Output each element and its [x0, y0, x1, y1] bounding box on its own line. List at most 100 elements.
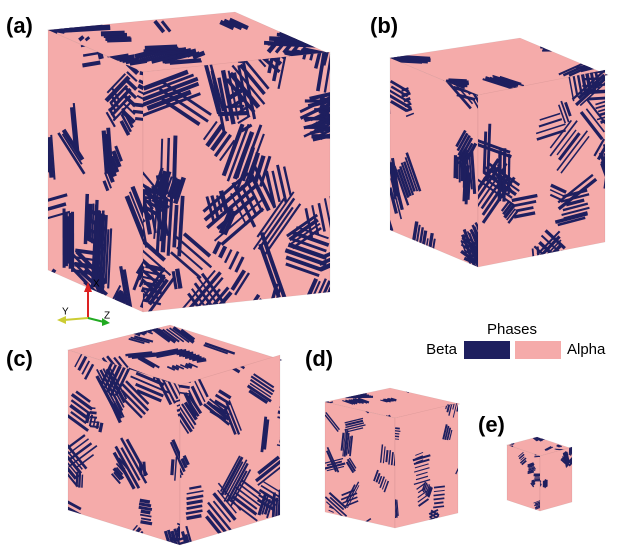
cube — [53, 322, 303, 553]
lamella — [603, 140, 624, 146]
lamella — [408, 387, 416, 391]
lamella — [438, 261, 439, 273]
lamella — [227, 534, 250, 549]
cubes — [31, 1, 626, 553]
lamella — [79, 473, 80, 488]
lamella — [140, 500, 150, 502]
lamella — [141, 326, 147, 330]
lamella — [407, 536, 410, 537]
lamella — [118, 326, 140, 335]
lamella — [611, 77, 622, 78]
legend-swatch — [515, 341, 561, 359]
axis-arrow — [64, 318, 88, 320]
lamella — [610, 146, 626, 189]
lamella — [280, 436, 290, 438]
lamella — [291, 483, 295, 492]
lamella — [561, 266, 574, 268]
lamella — [611, 65, 620, 76]
lamella — [35, 282, 56, 312]
lamella — [608, 157, 619, 187]
lamella — [453, 397, 466, 400]
panel-label: (e) — [478, 412, 505, 437]
lamella — [284, 491, 286, 540]
lamella — [465, 270, 473, 273]
lamella — [339, 44, 348, 98]
lamella — [587, 91, 613, 93]
lamella — [354, 523, 369, 533]
lamella — [460, 400, 464, 404]
lamella — [116, 304, 125, 322]
lamella — [614, 158, 623, 173]
lamella — [606, 151, 615, 166]
lamella — [606, 166, 624, 171]
lamella — [281, 497, 285, 505]
lamella — [230, 539, 248, 550]
lamella — [429, 527, 441, 533]
lamella — [607, 158, 622, 162]
lamella — [344, 189, 351, 224]
lamella — [306, 127, 361, 128]
lamella — [464, 276, 473, 280]
lamella — [141, 511, 151, 513]
lamella — [226, 530, 249, 545]
lamella — [387, 85, 388, 114]
lamella — [286, 485, 289, 545]
lamella — [461, 456, 469, 474]
lamella — [337, 231, 348, 277]
lamella — [604, 149, 625, 155]
lamella — [294, 479, 298, 487]
lamella — [139, 504, 151, 506]
cube — [373, 38, 626, 283]
lamella — [227, 540, 252, 553]
lamella — [381, 202, 390, 230]
lamella — [542, 512, 544, 514]
cube-face — [395, 403, 458, 528]
lamella — [587, 98, 612, 99]
lamella — [268, 1, 293, 29]
lamella — [451, 399, 467, 403]
lamella — [379, 202, 389, 234]
lamella — [338, 194, 344, 224]
lamella — [561, 259, 575, 261]
lamella — [281, 497, 283, 534]
axis-label: Y — [62, 307, 69, 318]
lamella — [430, 522, 438, 526]
lamella — [278, 412, 289, 414]
lamella — [313, 400, 322, 403]
lamella — [298, 474, 302, 483]
lamella — [172, 459, 173, 475]
cube — [507, 437, 577, 518]
lamella — [126, 325, 146, 333]
panel-label: (a) — [6, 13, 33, 38]
legend-label: Alpha — [567, 341, 606, 358]
lamella — [355, 525, 370, 535]
panel-label: (d) — [305, 346, 333, 371]
axis-arrow — [88, 318, 104, 322]
lamella — [101, 33, 125, 34]
lamella — [609, 208, 612, 236]
panel-label: (b) — [370, 13, 398, 38]
legend-swatch — [464, 341, 510, 359]
lamella — [407, 533, 410, 534]
lamella — [611, 156, 618, 168]
lamella — [134, 541, 145, 553]
lamella — [434, 502, 443, 503]
lamella — [346, 47, 354, 97]
lamella — [543, 438, 547, 439]
lamella — [288, 488, 292, 496]
lamella — [100, 423, 102, 432]
lamella — [121, 325, 145, 335]
lamella — [256, 308, 271, 331]
lamella — [285, 493, 288, 500]
lamella — [331, 38, 341, 101]
lamella — [258, 309, 275, 335]
lamella — [378, 209, 385, 232]
lamella — [280, 407, 290, 409]
lamella — [378, 172, 392, 174]
lamella — [228, 529, 247, 541]
lamella — [509, 154, 510, 194]
lamella — [328, 514, 334, 517]
axis-label: Z — [104, 311, 110, 322]
lamella — [130, 535, 145, 553]
lamella — [557, 445, 560, 446]
